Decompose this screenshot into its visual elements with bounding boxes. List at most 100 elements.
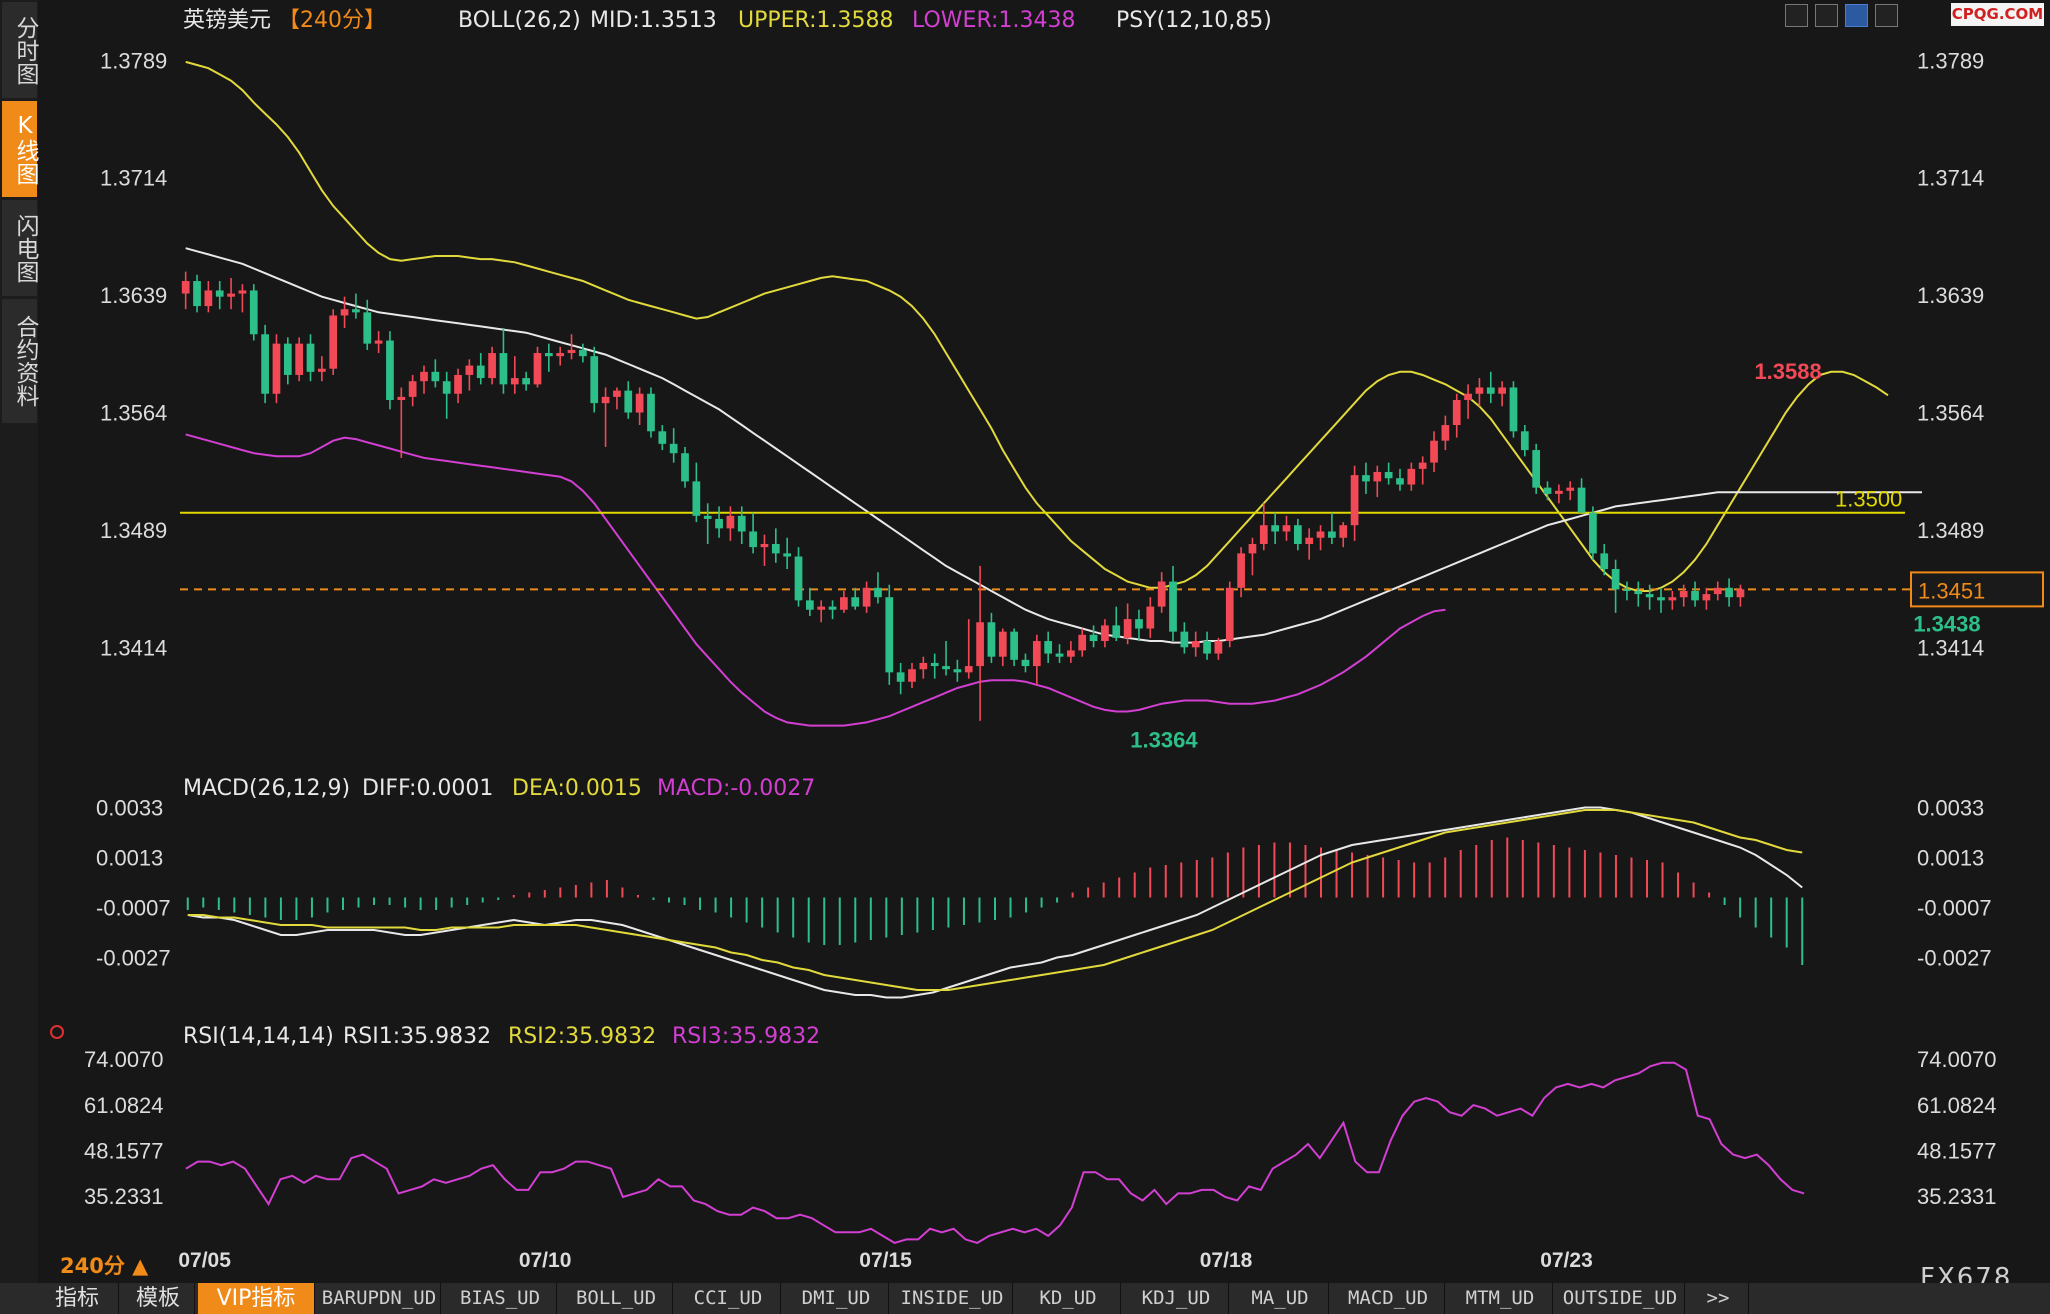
candle-body <box>613 390 621 397</box>
x-tick-label: 07/05 <box>178 1249 231 1272</box>
candle-body <box>1657 597 1665 601</box>
rsi-settings-icon <box>50 1025 64 1039</box>
bottom-tab-8[interactable]: INSIDE_UD <box>892 1283 1013 1314</box>
bottom-tab-1[interactable]: 模板 <box>122 1283 195 1314</box>
sidebar-tab-contract-info[interactable]: 合约资料 <box>2 299 38 423</box>
bottom-tab-13[interactable]: MTM_UD <box>1448 1283 1553 1314</box>
candle-body <box>885 597 894 673</box>
candle-body <box>397 396 406 400</box>
period-selector[interactable]: 240分 ▲ <box>60 1254 149 1278</box>
candle-body <box>1010 631 1018 660</box>
rsi-legend-rsi1: RSI1:35.9832 <box>343 1024 491 1049</box>
candle-body <box>318 368 326 372</box>
legend-indicator: BOLL(26,2) <box>458 8 581 33</box>
bottom-tab-3[interactable]: BARUPDN_UD <box>318 1283 441 1314</box>
y-tick-left: 1.3414 <box>100 635 167 660</box>
y-tick-right: 1.3639 <box>1917 283 1984 308</box>
rsi-y-tick-right: 35.2331 <box>1917 1184 1997 1209</box>
candle-body <box>1418 462 1427 469</box>
y-tick-right: 1.3714 <box>1917 166 1984 191</box>
candle-body <box>1441 425 1450 441</box>
site-logo: CPQG.COM <box>1951 3 2044 26</box>
rsi-y-tick-left: 61.0824 <box>84 1093 164 1118</box>
macd-y-tick-right: -0.0027 <box>1917 946 1992 971</box>
rsi-y-tick-right: 74.0070 <box>1917 1047 1997 1072</box>
sidebar-tab-timeshare[interactable]: 分时图 <box>2 2 38 98</box>
candle-body <box>295 343 304 375</box>
rsi-legend-name: RSI(14,14,14) <box>183 1024 334 1049</box>
candle-body <box>624 390 633 413</box>
candle-body <box>1067 650 1075 657</box>
bottom-tab-11[interactable]: MA_UD <box>1232 1283 1329 1314</box>
bottom-tab-2[interactable]: VIP指标 <box>198 1283 315 1314</box>
candle-body <box>1305 537 1314 544</box>
y-tick-right: 1.3489 <box>1917 518 1984 543</box>
bottom-tab-6[interactable]: CCI_UD <box>676 1283 781 1314</box>
candle-body <box>442 381 451 394</box>
candle-body <box>896 672 905 682</box>
extreme-price-label: 1.3588 <box>1754 359 1821 384</box>
candle-body <box>715 518 723 529</box>
candle-body <box>306 343 315 372</box>
candle-body <box>1101 625 1109 642</box>
candle-body <box>1350 475 1359 526</box>
bottom-tab-5[interactable]: BOLL_UD <box>560 1283 673 1314</box>
legend-psy: PSY(12,10,85) <box>1116 8 1272 33</box>
candle-body <box>363 312 372 344</box>
sidebar-tab-kline[interactable]: K线图 <box>2 101 38 197</box>
candle-body <box>930 662 939 667</box>
macd-legend-dea: DEA:0.0015 <box>512 776 642 801</box>
candle-icon[interactable] <box>1815 4 1838 27</box>
candle-body <box>522 378 530 385</box>
expand-icon[interactable] <box>1875 4 1898 27</box>
macd-y-tick-right: 0.0013 <box>1917 846 1984 871</box>
candle-body <box>908 669 916 682</box>
candle-body <box>851 597 860 607</box>
candle-body <box>805 600 814 610</box>
bottom-tab-12[interactable]: MACD_UD <box>1332 1283 1445 1314</box>
candle-body <box>249 290 258 335</box>
candle-body <box>783 553 792 557</box>
candle-body <box>647 393 655 432</box>
candle-body <box>1214 641 1223 654</box>
candle-body <box>737 515 746 532</box>
candle-body <box>953 669 962 673</box>
line-chart-icon[interactable] <box>1845 4 1868 27</box>
candle-body <box>1430 440 1438 463</box>
bottom-tab-0[interactable]: 指标 <box>36 1283 119 1314</box>
sidebar-tab-lightning[interactable]: 闪电图 <box>2 200 38 296</box>
boll-upper-line <box>185 60 1889 592</box>
bottom-tab-14[interactable]: OUTSIDE_UD <box>1556 1283 1685 1314</box>
candle-body <box>987 622 996 657</box>
candle-body <box>567 349 576 354</box>
candle-body <box>998 631 1007 657</box>
macd-y-tick-left: -0.0027 <box>96 946 171 971</box>
candle-body <box>1044 641 1053 654</box>
grid-icon[interactable] <box>1785 4 1808 27</box>
candle-body <box>1146 606 1155 629</box>
candle-body <box>1169 581 1177 632</box>
candle-body <box>692 481 701 516</box>
candle-body <box>1362 475 1370 482</box>
x-tick-label: 07/15 <box>859 1249 912 1272</box>
candle-body <box>488 353 496 379</box>
bottom-tab-7[interactable]: DMI_UD <box>784 1283 889 1314</box>
candle-body <box>1532 450 1541 488</box>
candle-body <box>1373 472 1382 482</box>
candle-body <box>1259 525 1268 544</box>
bottom-tab-15[interactable]: >> <box>1688 1283 1749 1314</box>
candle-body <box>1225 587 1234 642</box>
candle-body <box>193 281 201 307</box>
candle-body <box>817 606 826 610</box>
sidebar: 分时图 K线图 闪电图 合约资料 <box>0 0 38 1283</box>
candle-body <box>1191 641 1200 648</box>
price-level-label: 1.3500 <box>1835 487 1902 512</box>
candle-body <box>1589 512 1597 554</box>
kline-chart[interactable]: 1.3789 1.3789 1.3714 1.3714 1.3639 1.3639 1.35… <box>0 0 2050 1283</box>
y-tick-left: 1.3789 <box>100 48 167 73</box>
candle-body <box>1271 525 1280 532</box>
bottom-tab-10[interactable]: KDJ_UD <box>1124 1283 1229 1314</box>
bottom-tab-9[interactable]: KD_UD <box>1016 1283 1121 1314</box>
macd-y-tick-right: 0.0033 <box>1917 796 1984 821</box>
bottom-tab-4[interactable]: BIAS_UD <box>444 1283 557 1314</box>
